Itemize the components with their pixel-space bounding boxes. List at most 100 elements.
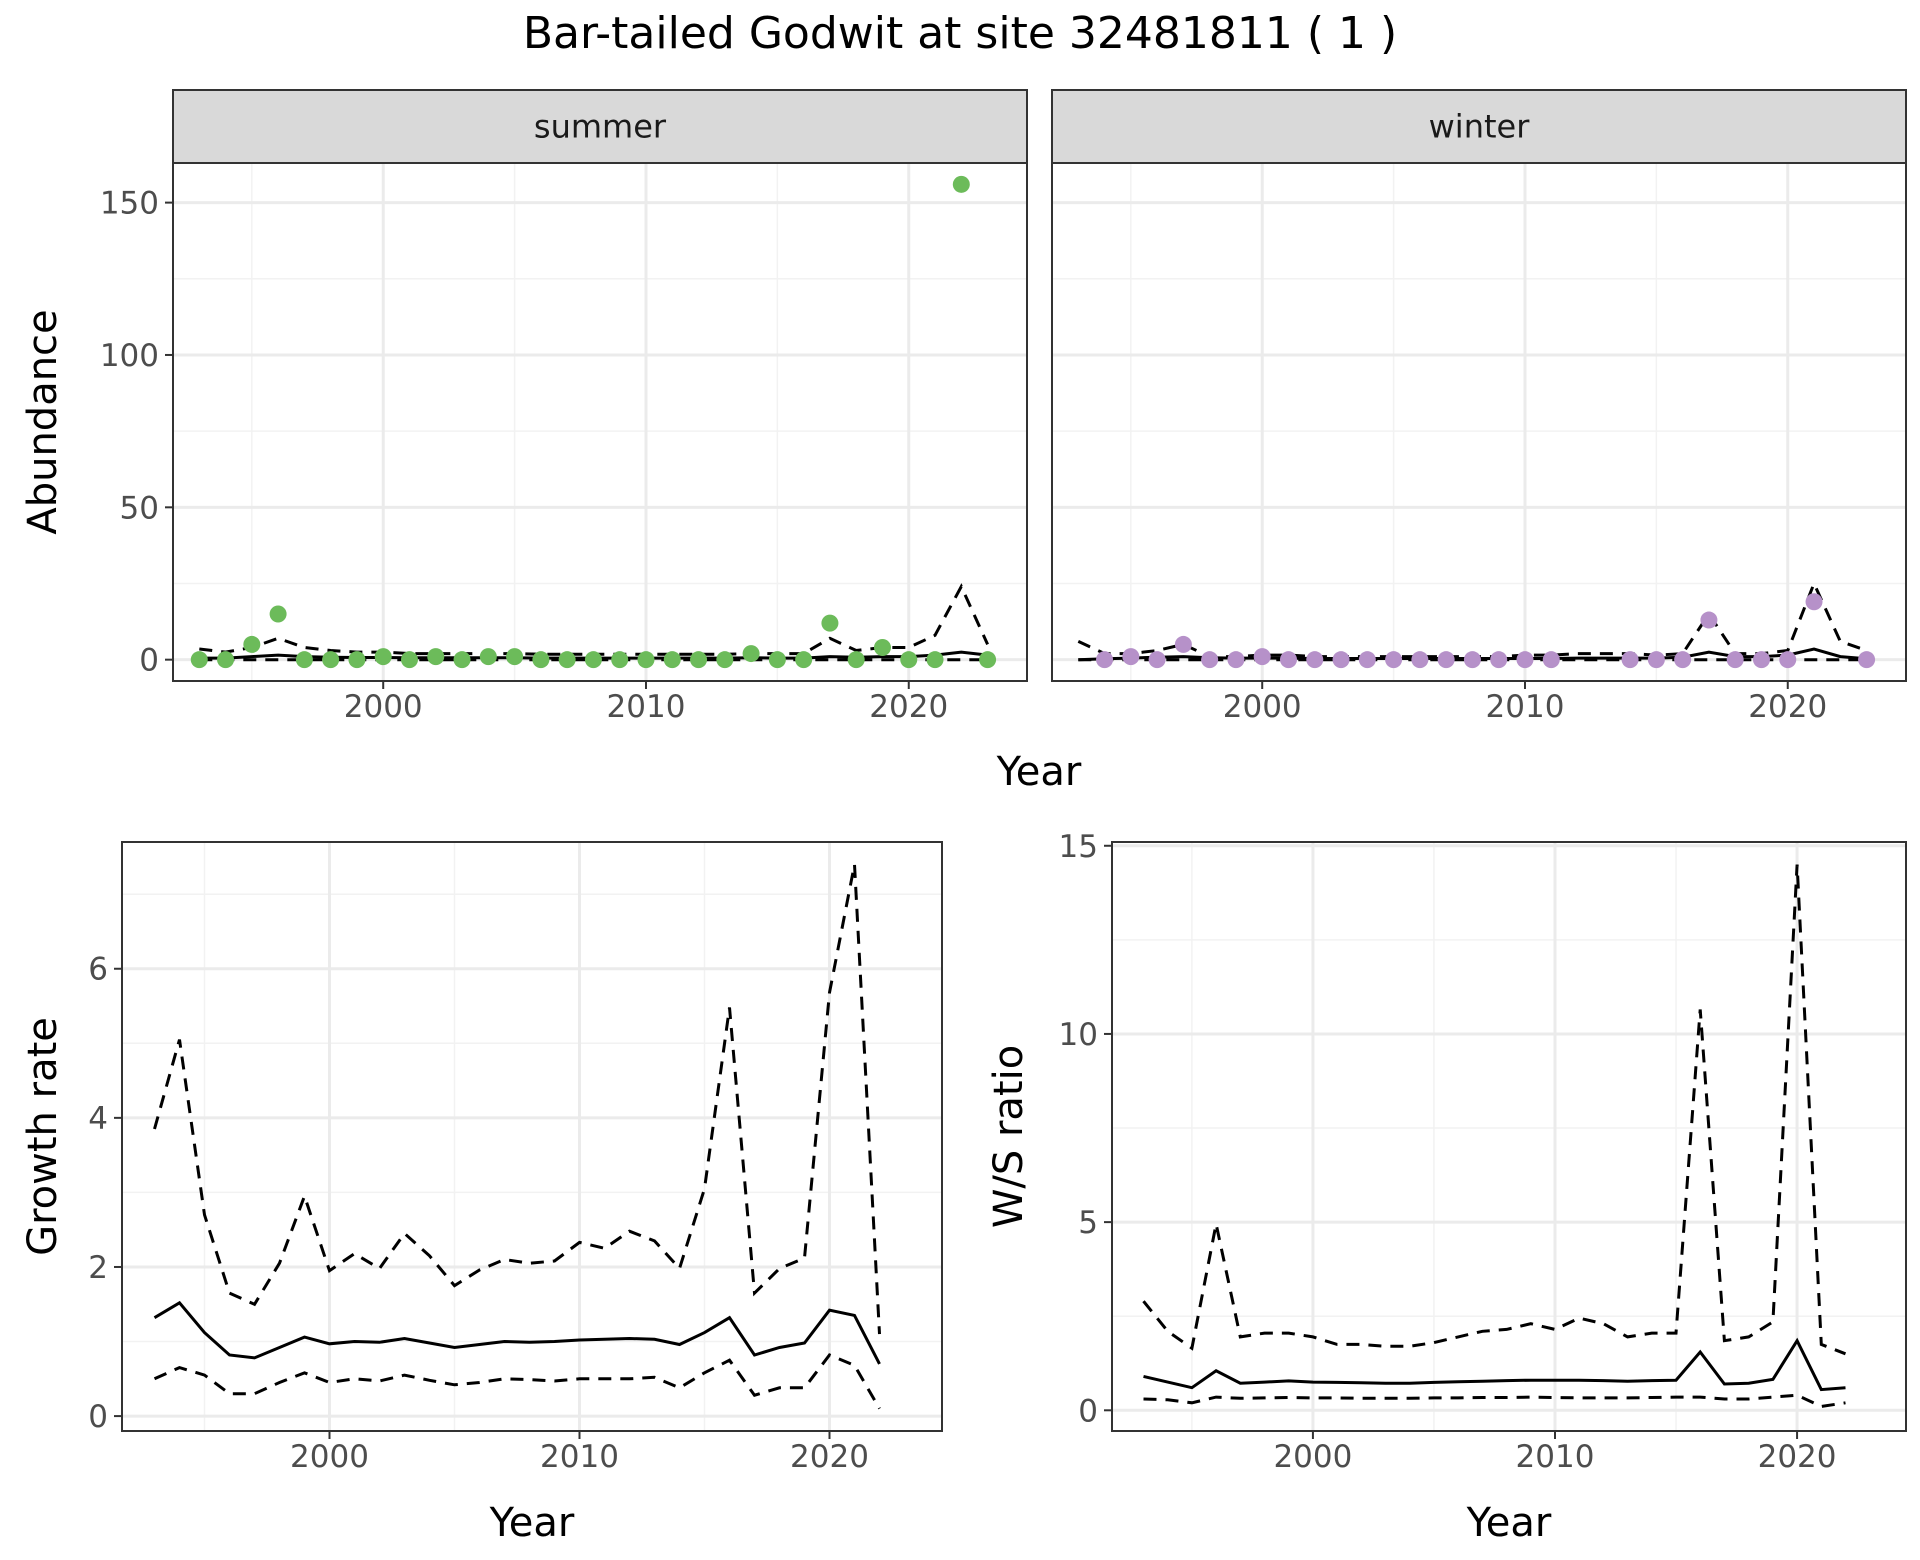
growth-y-tick-label: 2 xyxy=(88,1250,108,1286)
growth-x-tick-label: 2020 xyxy=(790,1439,869,1475)
abundance-summer-data-point xyxy=(217,651,235,669)
ws-ratio-y-tick-label: 0 xyxy=(1078,1393,1098,1429)
abundance-winter-data-point xyxy=(1332,651,1350,669)
abundance-summer-data-point xyxy=(926,651,944,669)
ws-ratio-upper-ci-line xyxy=(1142,864,1847,1356)
abundance-winter-data-point xyxy=(1752,651,1770,669)
abundance-summer-data-point xyxy=(243,635,261,653)
abundance-winter-data-point xyxy=(1096,651,1114,669)
abundance-summer-data-point xyxy=(768,651,786,669)
abundance-winter-data-point xyxy=(1174,635,1192,653)
abundance-summer-data-point xyxy=(374,648,392,666)
abundance-winter-data-point xyxy=(1385,651,1403,669)
abundance-winter-data-point xyxy=(1463,651,1481,669)
abundance-summer-data-point xyxy=(348,651,366,669)
abundance-winter-data-point xyxy=(1779,651,1797,669)
abundance-summer-strip-label: summer xyxy=(534,108,667,146)
growth-lower-ci-line xyxy=(153,1353,881,1410)
abundance-summer-data-point xyxy=(900,651,918,669)
abundance-winter-data-point xyxy=(1726,651,1744,669)
abundance-winter-data-point xyxy=(1674,651,1692,669)
abundance-winter-strip-label: winter xyxy=(1429,108,1531,146)
abundance-winter-data-point xyxy=(1411,651,1429,669)
growth-y-axis-title: Growth rate xyxy=(20,1017,66,1256)
abundance-winter-data-point xyxy=(1647,651,1665,669)
abundance-winter-data-point xyxy=(1306,651,1324,669)
abundance-summer-y-tick-label: 150 xyxy=(100,186,159,222)
abundance-summer-data-point xyxy=(663,651,681,669)
abundance-summer-data-point xyxy=(453,651,471,669)
abundance-summer-data-point xyxy=(558,651,576,669)
abundance-y-axis-title: Abundance xyxy=(20,309,66,534)
growth-x-tick-label: 2010 xyxy=(540,1439,619,1475)
abundance-summer-y-tick-label: 0 xyxy=(139,643,159,679)
abundance-summer-y-tick-label: 50 xyxy=(120,490,159,526)
abundance-summer-data-point xyxy=(295,651,313,669)
abundance-summer-data-point xyxy=(584,651,602,669)
abundance-summer-data-point xyxy=(716,651,734,669)
abundance-winter-data-point xyxy=(1227,651,1245,669)
abundance-summer-data-point xyxy=(427,648,445,666)
abundance-winter-data-point xyxy=(1516,651,1534,669)
abundance-winter-data-point xyxy=(1542,651,1560,669)
growth-panel-border xyxy=(121,841,943,1432)
abundance-winter-data-point xyxy=(1279,651,1297,669)
growth-mean-line xyxy=(153,1300,881,1365)
growth-upper-ci-line xyxy=(153,864,881,1335)
abundance-winter-data-point xyxy=(1805,593,1823,611)
growth-y-tick-label: 6 xyxy=(88,952,108,988)
abundance-summer-data-point xyxy=(269,605,287,623)
ws-ratio-x-tick-label: 2000 xyxy=(1273,1439,1352,1475)
abundance-summer-data-point xyxy=(821,614,839,632)
abundance-summer-data-point xyxy=(952,175,970,193)
abundance-summer-x-tick-label: 2010 xyxy=(607,689,686,725)
growth-x-axis-title: Year xyxy=(489,1500,575,1546)
abundance-summer-data-point xyxy=(847,651,865,669)
abundance-summer-data-point xyxy=(532,651,550,669)
abundance-winter-panel-border xyxy=(1051,162,1907,682)
abundance-summer-data-point xyxy=(400,651,418,669)
abundance-summer-data-point xyxy=(742,645,760,663)
abundance-summer-data-point xyxy=(190,651,208,669)
abundance-summer-x-tick-label: 2000 xyxy=(344,689,423,725)
abundance-winter-data-point xyxy=(1253,648,1271,666)
abundance-winter-data-point xyxy=(1437,651,1455,669)
abundance-summer-panel-border xyxy=(172,162,1028,682)
ws-ratio-x-tick-label: 2010 xyxy=(1516,1439,1595,1475)
ws-ratio-mean-line xyxy=(1143,1337,1846,1392)
abundance-winter-data-point xyxy=(1490,651,1508,669)
ws-ratio-y-tick-label: 15 xyxy=(1059,829,1098,865)
abundance-summer-data-point xyxy=(979,651,997,669)
growth-y-tick-label: 4 xyxy=(88,1101,108,1137)
abundance-summer-data-point xyxy=(479,648,497,666)
abundance-summer-data-point xyxy=(611,651,629,669)
ws-ratio-x-axis-title: Year xyxy=(1466,1500,1552,1546)
abundance-winter-data-point xyxy=(1201,651,1219,669)
abundance-winter-data-point xyxy=(1700,611,1718,629)
abundance-summer-data-point xyxy=(506,648,524,666)
abundance-summer-y-tick-label: 100 xyxy=(100,338,159,374)
growth-y-tick-label: 0 xyxy=(88,1399,108,1435)
abundance-summer-data-point xyxy=(795,651,813,669)
abundance-summer-data-point xyxy=(637,651,655,669)
abundance-summer-x-tick-label: 2020 xyxy=(869,689,948,725)
abundance-winter-data-point xyxy=(1358,651,1376,669)
abundance-winter-x-tick-label: 2020 xyxy=(1748,689,1827,725)
abundance-winter-data-point xyxy=(1858,651,1876,669)
ws-ratio-panel-border xyxy=(1111,841,1907,1432)
abundance-summer-strip xyxy=(172,89,1028,164)
abundance-x-axis-title: Year xyxy=(996,749,1082,795)
abundance-summer-data-point xyxy=(322,651,340,669)
abundance-summer-data-point xyxy=(690,651,708,669)
abundance-winter-data-point xyxy=(1148,651,1166,669)
abundance-winter-x-tick-label: 2000 xyxy=(1223,689,1302,725)
chart-title: Bar-tailed Godwit at site 32481811 ( 1 ) xyxy=(523,8,1397,59)
abundance-summer-data-point xyxy=(873,638,891,656)
ws-ratio-y-tick-label: 10 xyxy=(1059,1017,1098,1053)
ws-ratio-lower-ci-line xyxy=(1143,1393,1846,1409)
ws-ratio-y-axis-title: W/S ratio xyxy=(986,1045,1032,1228)
abundance-winter-data-point xyxy=(1621,651,1639,669)
growth-x-tick-label: 2000 xyxy=(290,1439,369,1475)
